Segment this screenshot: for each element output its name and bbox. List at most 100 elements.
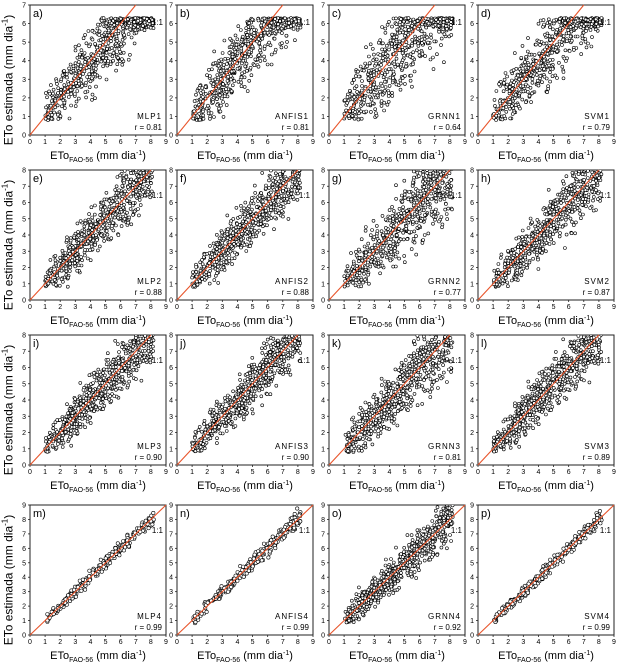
scatter-point: [221, 100, 225, 104]
scatter-point: [76, 233, 81, 238]
scatter-point: [106, 225, 110, 230]
scatter-point: [57, 283, 62, 288]
scatter-point: [417, 224, 422, 228]
scatter-point: [215, 233, 219, 237]
scatter-point: [78, 74, 82, 78]
scatter-point: [239, 84, 244, 88]
scatter-point: [102, 213, 106, 218]
scatter-point: [253, 228, 257, 233]
scatter-point: [353, 283, 358, 288]
scatter-point: [370, 46, 375, 51]
scatter-point: [550, 67, 555, 71]
scatter-point: [293, 163, 296, 166]
scatter-point: [444, 27, 449, 31]
scatter-point: [245, 33, 249, 37]
x-tick-label: 4: [88, 139, 92, 146]
scatter-point: [78, 67, 83, 71]
scatter-point: [124, 175, 129, 179]
scatter-point: [297, 163, 300, 166]
scatter-point: [137, 161, 140, 164]
scatter-point: [506, 284, 510, 289]
scatter-point: [428, 171, 433, 176]
scatter-point: [447, 163, 450, 166]
identity-line: [176, 4, 284, 136]
scatter-point: [561, 76, 566, 81]
scatter-point: [110, 224, 114, 228]
scatter-point: [208, 244, 212, 248]
scatter-point: [384, 230, 388, 235]
scatter-point: [435, 211, 440, 216]
scatter-point: [278, 19, 282, 24]
scatter-point: [255, 230, 259, 235]
scatter-point: [383, 30, 388, 35]
scatter-point: [60, 104, 64, 109]
scatter-point: [361, 100, 366, 105]
x-tick-label: 6: [266, 304, 270, 311]
scatter-point: [441, 27, 446, 32]
scatter-point: [134, 170, 138, 173]
scatter-point: [402, 178, 407, 183]
scatter-point: [140, 162, 143, 165]
scatter-point: [67, 95, 71, 99]
scatter-point: [86, 256, 90, 261]
scatter-point: [63, 106, 67, 110]
x-axis-label: EToFAO-56 (mm dia-1): [349, 315, 445, 329]
scatter-point: [576, 185, 580, 189]
scatter-point: [444, 174, 449, 179]
scatter-point: [145, 164, 148, 167]
scatter-point: [450, 207, 454, 212]
scatter-point: [122, 41, 126, 46]
scatter-point: [79, 263, 84, 268]
x-tick-label: 9: [311, 139, 315, 146]
scatter-point: [425, 171, 430, 175]
scatter-point: [520, 97, 525, 102]
panel-letter: e): [33, 173, 43, 185]
scatter-point: [95, 61, 100, 65]
y-tick-label: 5: [22, 40, 26, 47]
scatter-point: [557, 39, 562, 44]
scatter-point: [538, 74, 543, 78]
scatter-point: [293, 19, 298, 24]
scatter-point: [75, 221, 80, 226]
scatter-point: [362, 271, 366, 276]
scatter-point: [578, 25, 583, 30]
scatter-point: [545, 90, 549, 94]
scatter-point: [46, 115, 51, 120]
scatter-point: [234, 206, 239, 210]
scatter-point: [119, 192, 124, 196]
scatter-point: [152, 162, 155, 165]
y-tick-label: 7: [169, 3, 173, 10]
scatter-point: [73, 48, 78, 53]
y-tick-label: 7: [470, 184, 474, 191]
identity-line-label: 1:1: [451, 191, 463, 200]
x-axis-label: EToFAO-56 (mm dia-1): [197, 150, 293, 164]
scatter-point: [554, 30, 559, 35]
scatter-point: [219, 57, 223, 62]
scatter-point: [448, 161, 451, 164]
scatter-point: [64, 266, 68, 271]
x-tick-label: 1: [190, 139, 194, 146]
scatter-point: [208, 117, 212, 121]
scatter-point: [132, 181, 136, 185]
x-tick-label: 2: [506, 304, 510, 311]
scatter-point: [343, 98, 347, 102]
scatter-point: [109, 46, 114, 50]
y-tick-label: 1: [22, 114, 26, 121]
scatter-point: [116, 55, 120, 60]
scatter-point: [440, 222, 445, 227]
scatter-point: [260, 209, 265, 214]
scatter-point: [395, 219, 399, 223]
scatter-point: [434, 167, 437, 170]
scatter-point: [93, 96, 97, 100]
scatter-point: [386, 91, 391, 95]
scatter-point: [367, 94, 372, 99]
scatter-point: [270, 198, 275, 203]
scatter-point: [234, 45, 239, 50]
scatter-point: [519, 55, 524, 60]
scatter-point: [394, 22, 399, 27]
scatter-point: [561, 70, 566, 74]
scatter-point: [372, 82, 376, 87]
scatter-point: [521, 89, 526, 94]
scatter-point: [82, 233, 87, 238]
